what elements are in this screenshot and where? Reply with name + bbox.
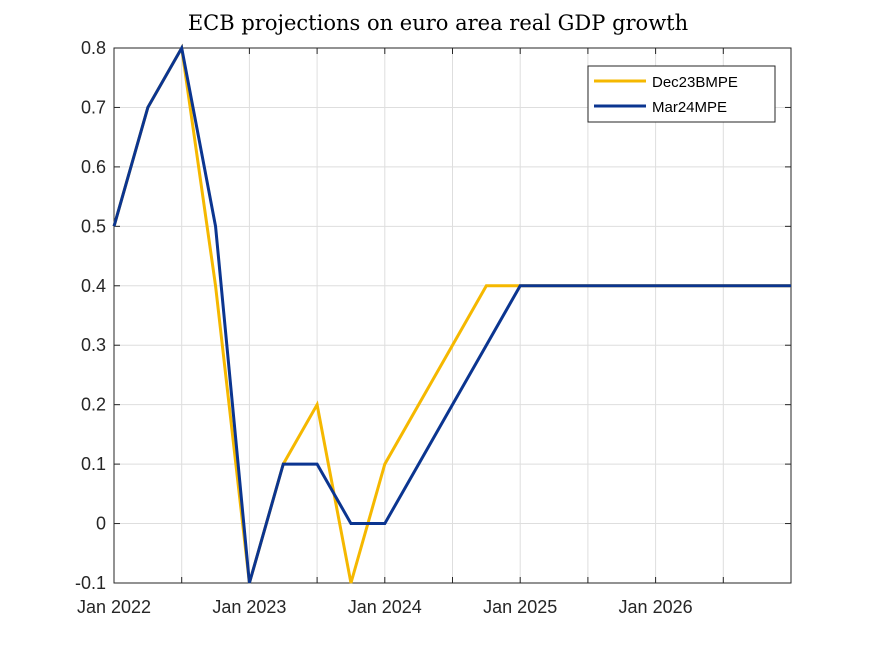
y-tick-label: 0.6 bbox=[81, 157, 106, 177]
series-line-mar24mpe bbox=[112, 43, 791, 584]
y-tick-label: 0.2 bbox=[81, 395, 106, 415]
x-tick-label: Jan 2024 bbox=[348, 597, 422, 617]
y-tick-label: 0.5 bbox=[81, 216, 106, 236]
x-tick-label: Jan 2023 bbox=[212, 597, 286, 617]
legend-label: Dec23BMPE bbox=[652, 74, 738, 91]
x-tick-label: Jan 2025 bbox=[483, 597, 557, 617]
legend-box bbox=[587, 65, 776, 123]
y-tick-label: 0.1 bbox=[81, 454, 106, 474]
x-tick-label: Jan 2022 bbox=[77, 597, 151, 617]
y-tick-label: -0.1 bbox=[75, 573, 106, 593]
y-tick-label: 0.7 bbox=[81, 97, 106, 117]
legend-label: Mar24MPE bbox=[652, 99, 727, 116]
y-tick-label: 0.8 bbox=[81, 38, 106, 58]
chart-title: ECB projections on euro area real GDP gr… bbox=[188, 11, 688, 35]
y-tick-label: 0.3 bbox=[81, 335, 106, 355]
y-tick-label: 0 bbox=[96, 514, 106, 534]
x-tick-label: Jan 2026 bbox=[619, 597, 693, 617]
y-tick-label: 0.4 bbox=[81, 276, 106, 296]
